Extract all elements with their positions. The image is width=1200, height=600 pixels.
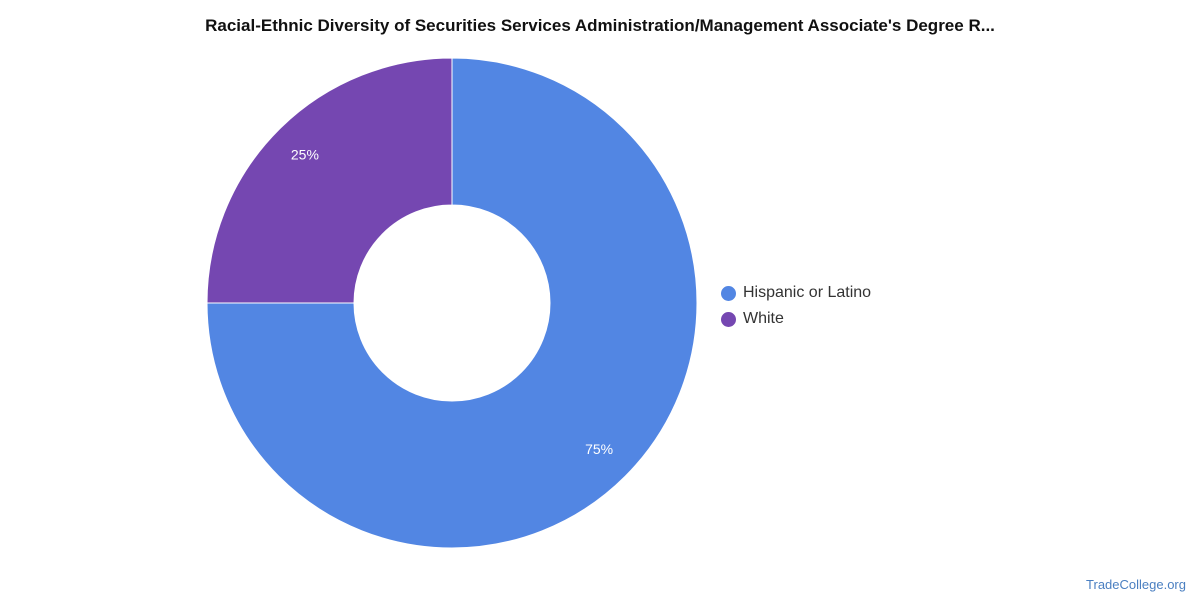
legend-label-hispanic-or-latino: Hispanic or Latino — [743, 284, 872, 301]
legend: Hispanic or Latino White — [721, 280, 871, 332]
legend-swatch-white — [721, 311, 736, 327]
legend-item-white[interactable]: White — [721, 306, 871, 332]
slice-label-hispanic-or-latino: 75% — [585, 441, 613, 457]
legend-item-hispanic-or-latino[interactable]: Hispanic or Latino — [721, 280, 871, 306]
slice-label-white: 25% — [291, 147, 319, 163]
slice-white[interactable] — [206, 57, 453, 304]
chart-title: Racial-Ethnic Diversity of Securities Se… — [205, 16, 995, 35]
legend-swatch-hispanic-or-latino — [721, 285, 736, 301]
slice-hispanic-or-latino[interactable] — [206, 57, 698, 549]
source-credit[interactable]: TradeCollege.org — [1086, 577, 1186, 592]
legend-label-white: White — [743, 310, 784, 327]
